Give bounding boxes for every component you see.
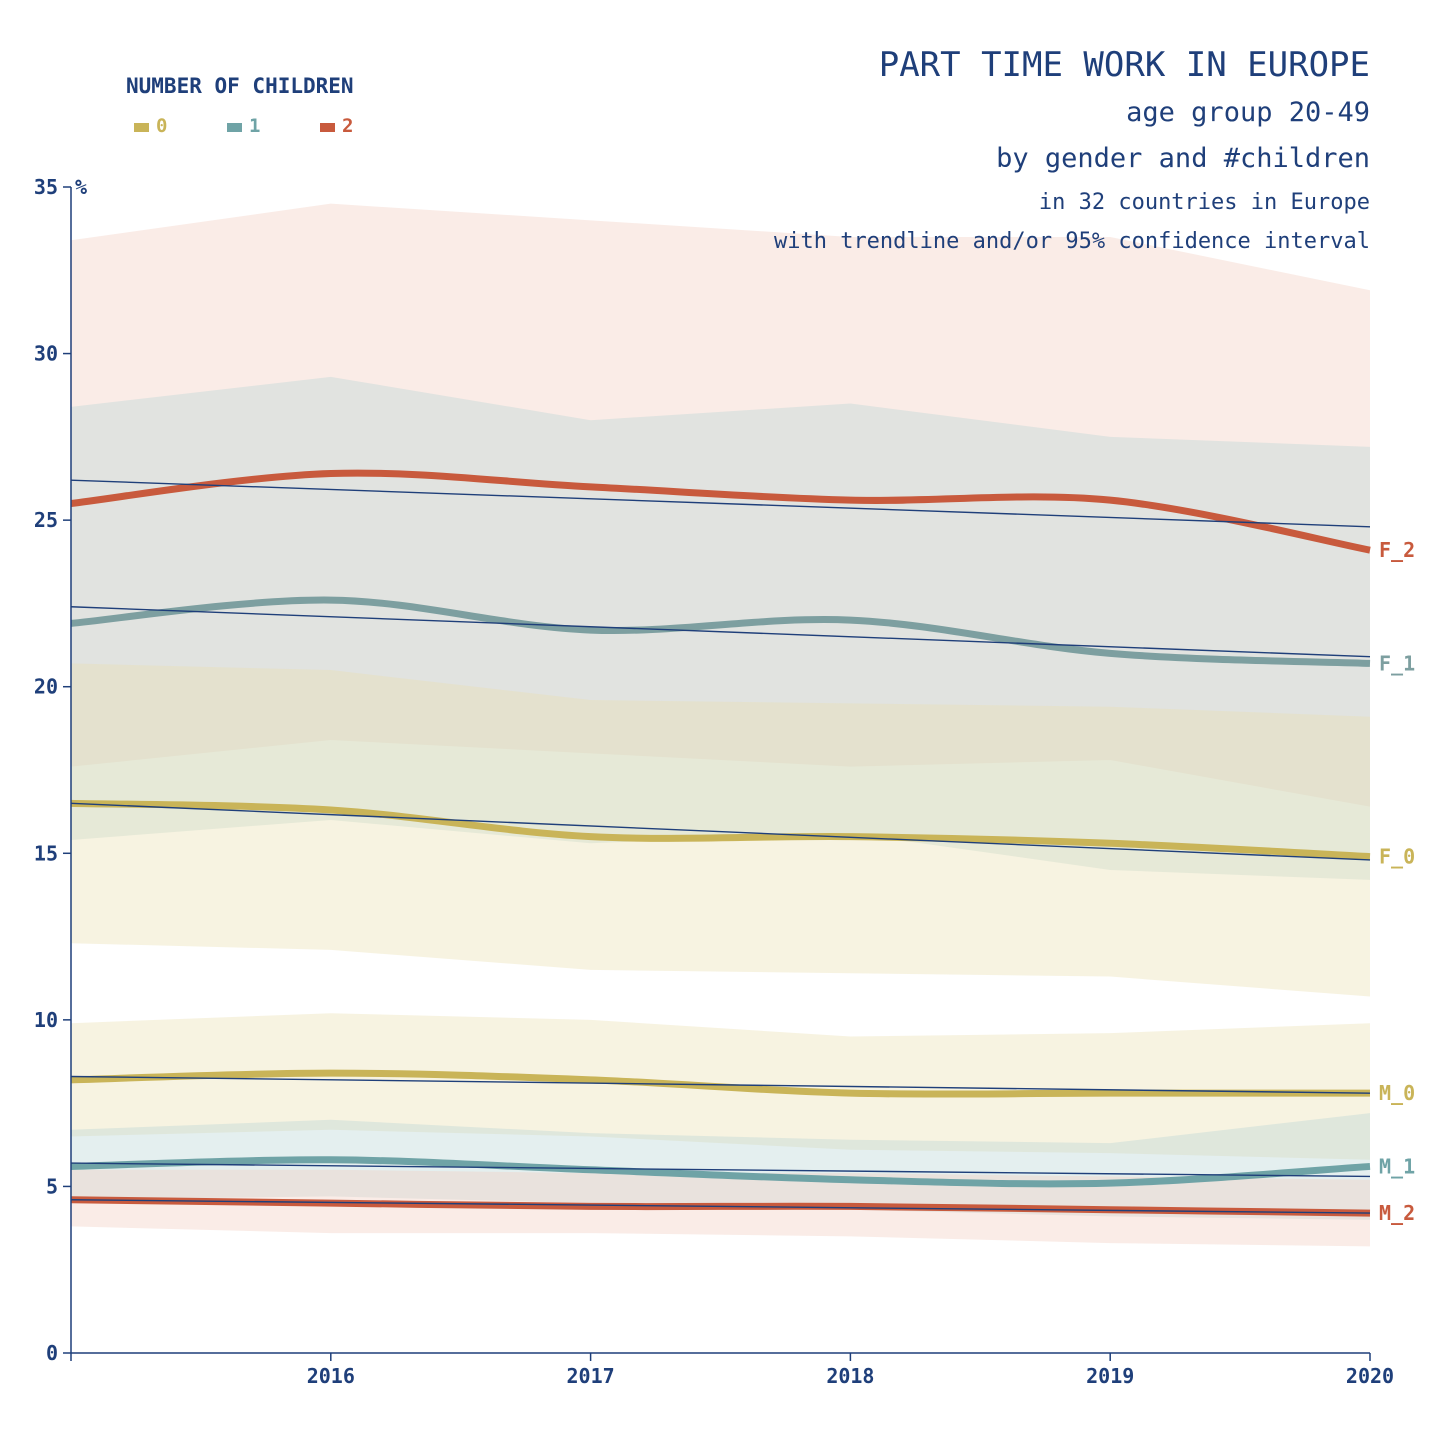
ci-band-f-2 (71, 203, 1370, 807)
legend-swatch-1 (227, 123, 242, 132)
trendline-f-2 (70, 479, 1371, 528)
trendline-f-0 (70, 802, 1371, 861)
chart-subtitle-2: by gender and #children (996, 143, 1370, 174)
legend-label-0: 0 (156, 115, 167, 137)
legend-label-1: 1 (249, 115, 260, 137)
chart-subtitle-4: with trendline and/or 95% confidence int… (774, 229, 1370, 254)
series-label-f-2: F_2 (1379, 538, 1415, 562)
chart-subtitle-3: in 32 countries in Europe (1039, 190, 1370, 215)
series-line-m-0 (70, 1069, 1370, 1098)
legend-swatch-2 (320, 123, 335, 132)
axes: 0 5 10 15 20 25 30 35 % 2016 2017 2018 2019 2020 (34, 175, 1394, 1388)
trendline-f-1 (70, 606, 1371, 658)
series-labels: F_2 F_1 F_0 M_0 M_1 M_2 (1379, 538, 1415, 1225)
series-label-m-1: M_1 (1379, 1154, 1415, 1178)
y-tick-label: 30 (34, 342, 58, 366)
legend-title: NUMBER OF CHILDREN (126, 74, 354, 98)
series-line-f-0 (70, 799, 1371, 861)
series-line-f-2 (70, 469, 1371, 554)
y-tick-label: 25 (34, 508, 58, 532)
chart-title: PART TIME WORK IN EUROPE (879, 45, 1370, 85)
trendline-m-0 (70, 1075, 1371, 1094)
trendline-m-2 (70, 1199, 1371, 1214)
y-tick-label: 15 (34, 841, 58, 865)
y-tick-label: 5 (46, 1174, 58, 1198)
y-tick-label: 0 (46, 1341, 58, 1365)
legend: NUMBER OF CHILDREN 0 1 2 (126, 74, 354, 137)
title-block: PART TIME WORK IN EUROPE age group 20-49… (774, 45, 1370, 254)
x-tick-label: 2016 (307, 1364, 355, 1388)
series-label-f-0: F_0 (1379, 845, 1415, 869)
legend-label-2: 2 (342, 115, 353, 137)
y-axis-label: % (75, 175, 87, 199)
y-tick-label: 10 (34, 1008, 58, 1032)
trendlines (70, 479, 1371, 1214)
x-tick-label: 2018 (826, 1364, 874, 1388)
x-tick-label: 2019 (1086, 1364, 1134, 1388)
series-line-m-1 (70, 1156, 1371, 1188)
series-line-f-1 (70, 596, 1371, 667)
series-label-m-0: M_0 (1379, 1081, 1415, 1105)
series-label-m-2: M_2 (1379, 1201, 1415, 1225)
trendline-m-1 (70, 1162, 1371, 1178)
series-label-f-1: F_1 (1379, 651, 1415, 675)
chart-subtitle-1: age group 20-49 (1126, 97, 1370, 128)
x-tick-label: 2017 (567, 1364, 615, 1388)
y-tick-label: 20 (34, 675, 58, 699)
ci-band-f-1 (71, 376, 1370, 880)
ci-band-m-1 (71, 1113, 1370, 1220)
ci-band-f-0 (71, 663, 1370, 997)
legend-swatch-0 (134, 123, 149, 132)
x-tick-label: 2020 (1346, 1364, 1394, 1388)
y-tick-label: 35 (34, 175, 58, 199)
